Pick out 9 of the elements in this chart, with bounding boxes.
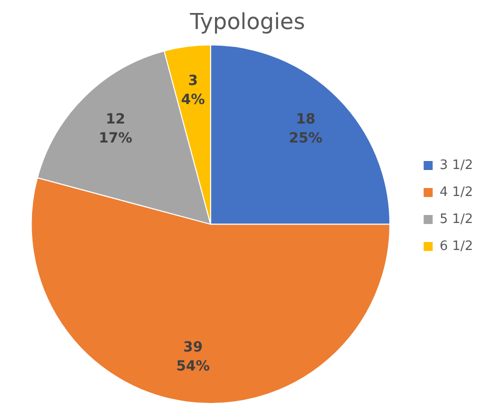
chart-title: Typologies: [188, 10, 306, 35]
legend-label: 4 1/2: [440, 184, 474, 200]
data-label: 18 25%: [288, 111, 322, 146]
data-label: 39 54%: [176, 340, 210, 375]
legend-label: 3 1/2: [440, 158, 474, 173]
legend-label: 5 1/2: [440, 212, 474, 227]
data-label: 3 4%: [181, 73, 205, 108]
data-label: 12 17%: [98, 111, 132, 146]
legend-label: 6 1/2: [440, 238, 474, 254]
